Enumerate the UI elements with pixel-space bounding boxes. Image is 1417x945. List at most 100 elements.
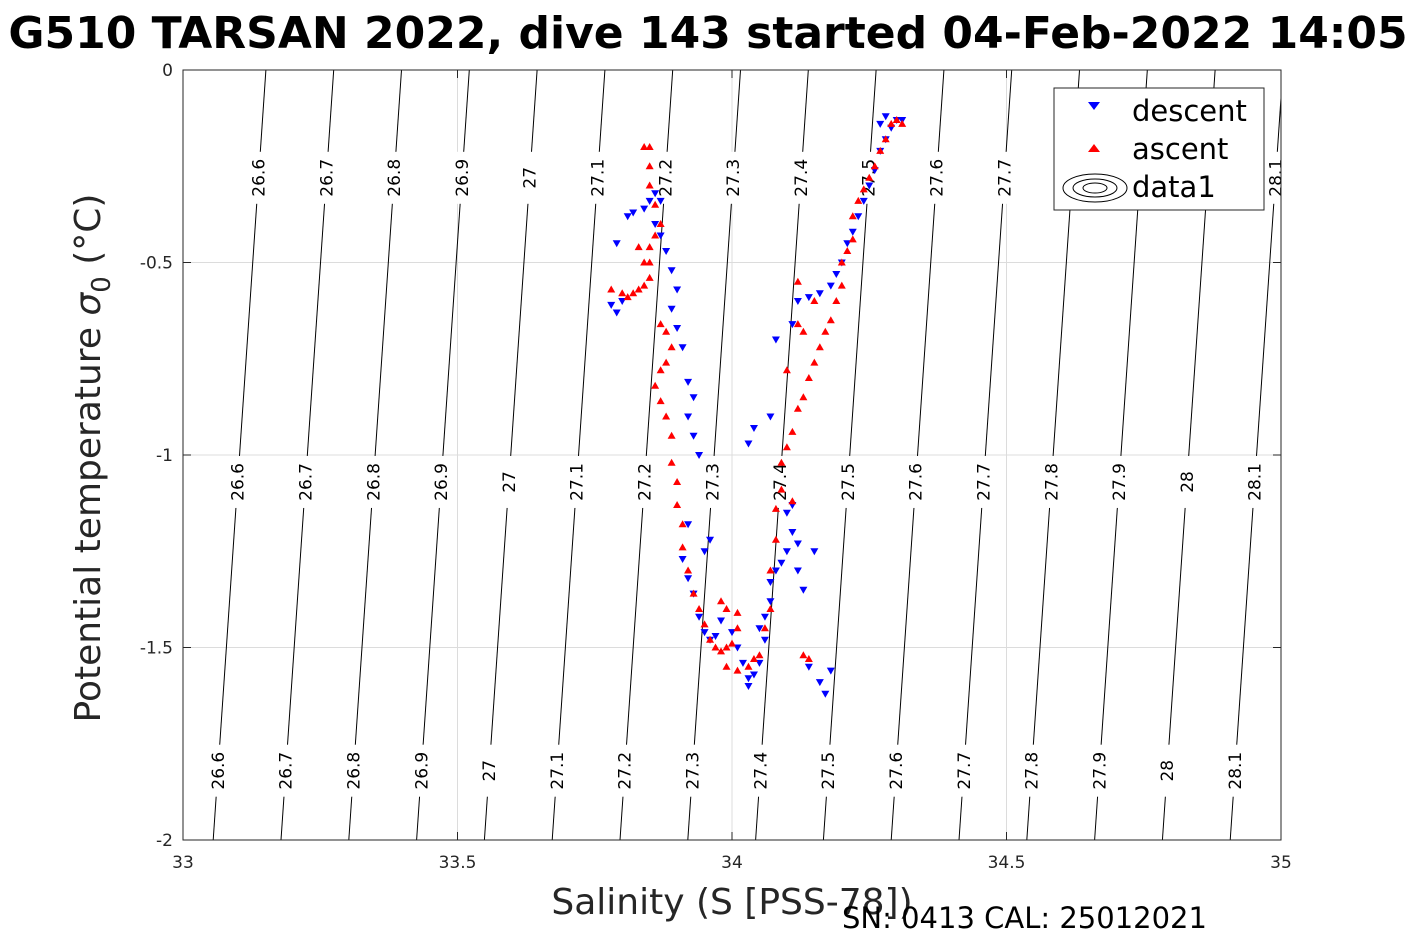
contour-label: 27.1 xyxy=(568,463,588,501)
contour-label-bg xyxy=(275,744,296,797)
x-tick-label: 34.5 xyxy=(988,853,1026,873)
legend-data1-label: data1 xyxy=(1132,170,1216,204)
ascent-point xyxy=(815,343,824,351)
contour-label-bg xyxy=(566,455,587,508)
ascent-point xyxy=(728,639,736,647)
contour-label: 26.9 xyxy=(412,752,432,790)
descent-point xyxy=(760,636,769,644)
descent-point xyxy=(826,667,835,675)
ascent-point xyxy=(673,501,682,509)
ascent-point xyxy=(689,589,698,597)
descent-point xyxy=(749,425,758,433)
descent-point xyxy=(793,298,802,305)
contour-label-bg xyxy=(905,455,926,508)
descent-point xyxy=(815,290,824,298)
ascent-point xyxy=(629,289,638,297)
descent-point xyxy=(782,548,791,556)
contour-label: 27.6 xyxy=(907,463,927,501)
ascent-point xyxy=(651,200,660,208)
contour-label: 26.7 xyxy=(297,463,317,501)
contour-label-bg xyxy=(587,151,608,204)
descent-point xyxy=(766,598,775,606)
ascent-point xyxy=(634,285,643,293)
ascent-point xyxy=(722,643,731,651)
y-axis-ticks: 0 -0.5 -1 -1.5 -2 xyxy=(140,61,1281,851)
contour-label: 27.5 xyxy=(819,752,839,790)
contour-label-bg xyxy=(1176,455,1197,508)
contour-label-bg xyxy=(295,455,316,508)
descent-point xyxy=(799,586,808,594)
contour-label: 27 xyxy=(480,760,500,782)
contour-label-bg xyxy=(498,455,519,508)
contour-label: 27.9 xyxy=(1110,463,1130,501)
ascent-point xyxy=(645,258,654,266)
ascent-point xyxy=(656,397,665,405)
descent-point xyxy=(876,120,885,128)
ascent-point xyxy=(793,404,802,412)
x-axis-ticks: 33 33.5 34 34.5 35 xyxy=(172,70,1292,873)
x-tick-label: 35 xyxy=(1270,853,1292,873)
ascent-point xyxy=(662,412,671,420)
ascent-point xyxy=(667,343,676,351)
descent-point xyxy=(656,197,665,205)
ascent-point xyxy=(673,477,682,485)
contour-label-bg xyxy=(750,744,771,797)
ascent-point xyxy=(865,173,874,181)
contour-label: 27.9 xyxy=(1090,752,1110,790)
ascent-point xyxy=(881,135,890,143)
descent-point xyxy=(684,413,693,421)
ascent-point xyxy=(640,281,649,289)
ascent-point xyxy=(821,327,830,335)
contour-label: 26.6 xyxy=(229,463,249,501)
contour-label: 27.7 xyxy=(975,463,995,501)
legend-box xyxy=(1053,87,1265,211)
x-tick-label: 33 xyxy=(172,853,194,873)
contour-label-bg xyxy=(1041,455,1062,508)
contour-label: 26.7 xyxy=(317,159,337,197)
descent-point xyxy=(651,190,660,198)
contour-label: 26.8 xyxy=(345,752,365,790)
descent-point xyxy=(667,267,676,275)
ascent-point xyxy=(793,277,802,285)
descent-point xyxy=(793,540,802,548)
descent-point xyxy=(826,282,835,290)
legend-ascent-marker xyxy=(1088,144,1100,152)
ascent-point xyxy=(854,196,863,204)
descent-series xyxy=(607,113,907,698)
descent-point xyxy=(684,575,693,583)
contour-label: 26.9 xyxy=(432,463,452,501)
contour-label-bg xyxy=(546,744,567,797)
descent-point xyxy=(629,209,638,217)
ascent-point xyxy=(782,443,791,451)
descent-point xyxy=(766,413,775,421)
descent-point xyxy=(854,213,863,221)
ascent-point xyxy=(826,316,835,324)
contour-label: 27.2 xyxy=(636,463,656,501)
contour-label-bg xyxy=(363,455,384,508)
ascent-point xyxy=(804,655,813,663)
ascent-point xyxy=(706,635,715,643)
contour-label-bg xyxy=(343,744,364,797)
legend-ascent-label: ascent xyxy=(1132,132,1228,166)
ascent-point xyxy=(837,281,846,289)
descent-point xyxy=(684,521,693,529)
ascent-point xyxy=(656,220,665,227)
descent-point xyxy=(771,567,780,575)
ascent-point xyxy=(799,393,808,401)
descent-point xyxy=(645,197,654,205)
descent-point xyxy=(821,690,830,698)
ascent-point xyxy=(678,543,687,551)
legend-contour-marker xyxy=(1062,173,1128,203)
contour-label: 27 xyxy=(521,167,541,189)
contour-label-bg xyxy=(723,151,744,204)
contour-label: 27.8 xyxy=(1023,752,1043,790)
ascent-point xyxy=(898,119,907,127)
contour-label: 27.2 xyxy=(656,159,676,197)
ascent-point xyxy=(700,620,709,628)
ascent-point xyxy=(799,327,808,335)
ascent-point xyxy=(870,162,879,170)
descent-point xyxy=(848,228,857,236)
descent-point xyxy=(749,671,758,679)
ascent-series xyxy=(607,116,907,674)
contour-label: 27 xyxy=(500,471,520,493)
